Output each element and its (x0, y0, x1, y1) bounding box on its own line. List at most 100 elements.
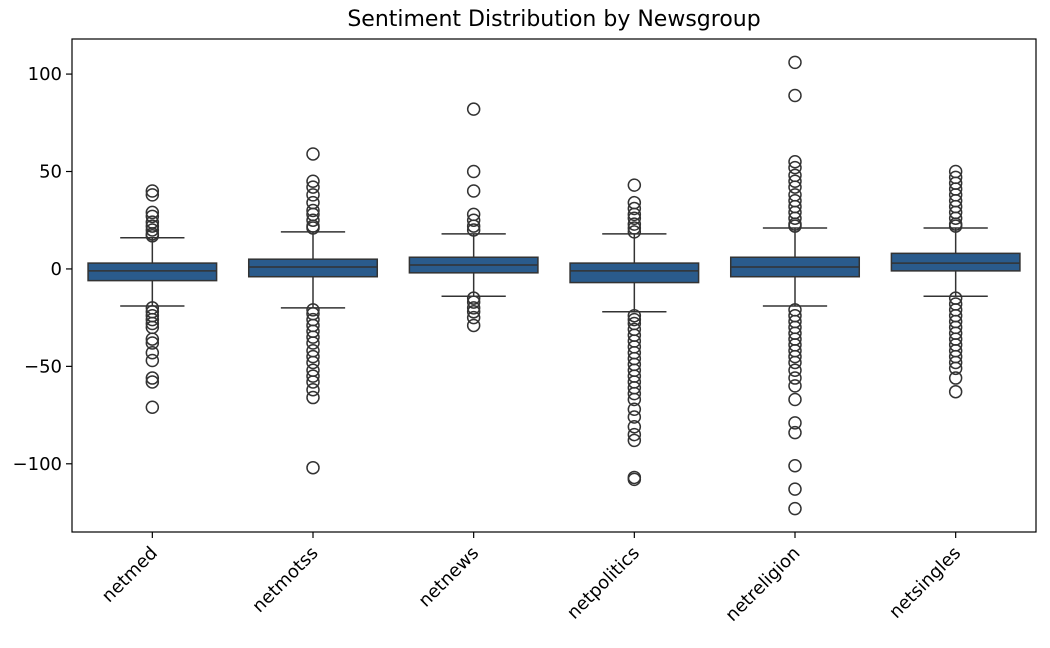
outlier-point (627, 178, 642, 192)
outlier-point (145, 316, 160, 331)
y-axis: −100 −50 0 50 100 (13, 64, 72, 475)
outlier-point (948, 355, 963, 370)
outlier-point (306, 369, 320, 383)
box-netreligion (729, 55, 861, 516)
y-tick-label: 0 (51, 259, 62, 280)
outlier-point (306, 375, 320, 389)
outlier-point (627, 217, 642, 231)
outlier-point (145, 223, 160, 237)
outlier-point (306, 330, 320, 344)
outlier-point (466, 102, 481, 116)
plot-frame (71, 38, 1037, 533)
outlier-point (627, 211, 642, 226)
plot-area (87, 55, 1021, 516)
outlier-point (145, 188, 160, 202)
outlier-point (306, 349, 320, 364)
outlier-point (306, 174, 320, 188)
outlier-point (306, 383, 320, 397)
outlier-point (306, 221, 320, 235)
x-tick-label: netpolitics (563, 543, 644, 624)
outlier-point (306, 203, 320, 218)
outlier-point (788, 501, 802, 516)
y-tick-label: −100 (13, 454, 62, 475)
outlier-point (466, 305, 481, 319)
outlier-point (788, 160, 802, 175)
outlier-point (627, 386, 642, 401)
y-tick-label: 100 (28, 64, 62, 85)
outlier-point (627, 308, 642, 323)
outlier-point (306, 213, 320, 227)
box-netmotss (247, 147, 379, 475)
outlier-point (948, 371, 963, 385)
outlier-point (627, 221, 642, 235)
iqr-box (87, 262, 218, 282)
outlier-point (145, 336, 160, 350)
outlier-point (145, 353, 160, 368)
outlier-point (788, 155, 802, 169)
outlier-point (627, 420, 642, 434)
box-netmed (87, 184, 218, 415)
outlier-point (306, 180, 320, 194)
outlier-point (788, 392, 802, 407)
x-tick-label: netmotss (248, 543, 322, 617)
outlier-point (306, 188, 320, 202)
outlier-point (788, 174, 802, 188)
box-netpolitics (569, 178, 700, 487)
outlier-point (627, 225, 642, 239)
outlier-point (145, 219, 160, 233)
outlier-point (145, 332, 160, 346)
outlier-point (466, 291, 481, 305)
outlier-point (145, 400, 160, 415)
outlier-point (948, 219, 963, 233)
outlier-point (466, 223, 481, 237)
outlier-point (788, 458, 802, 473)
outlier-point (306, 147, 320, 161)
outlier-point (788, 180, 802, 194)
outlier-point (788, 371, 802, 385)
outlier-point (145, 184, 160, 198)
iqr-box (569, 262, 700, 284)
outlier-point (948, 384, 963, 399)
iqr-box (247, 258, 379, 278)
outlier-point (466, 301, 481, 315)
outlier-point (788, 355, 802, 370)
outlier-point (788, 416, 802, 430)
outlier-point (306, 336, 320, 350)
outlier-point (627, 201, 642, 216)
outlier-point (627, 433, 642, 448)
x-tick-label: netreligion (721, 543, 804, 626)
outlier-point (788, 482, 802, 496)
outlier-point (627, 312, 642, 327)
x-tick-label: netsingles (885, 543, 965, 623)
iqr-box (890, 252, 1021, 272)
outlier-point (145, 209, 160, 224)
outlier-point (306, 460, 320, 475)
outlier-point (145, 205, 160, 220)
outlier-point (145, 229, 160, 243)
box-netsingles (890, 164, 1021, 399)
outlier-point (788, 349, 802, 364)
outlier-point (788, 363, 802, 378)
y-tick-label: 50 (39, 162, 62, 183)
outlier-point (145, 312, 160, 327)
x-axis: netmed netmotss netnews netpolitics netrelig… (98, 532, 965, 626)
outlier-point (627, 207, 642, 222)
outlier-point (145, 375, 160, 389)
outlier-point (788, 88, 802, 103)
outlier-point (145, 345, 160, 360)
outlier-point (627, 472, 642, 487)
outlier-point (306, 303, 320, 317)
outlier-point (306, 355, 320, 370)
outlier-point (627, 410, 642, 424)
outlier-point (788, 425, 802, 440)
outlier-point (788, 211, 802, 226)
outlier-point (306, 390, 320, 405)
x-tick-label: netmed (98, 543, 162, 607)
outlier-point (948, 361, 963, 376)
outlier-point (466, 164, 481, 179)
outlier-point (145, 371, 160, 385)
chart-title: Sentiment Distribution by Newsgroup (347, 7, 760, 32)
outlier-point (627, 427, 642, 442)
outlier-point (466, 184, 481, 198)
outlier-point (466, 213, 481, 227)
